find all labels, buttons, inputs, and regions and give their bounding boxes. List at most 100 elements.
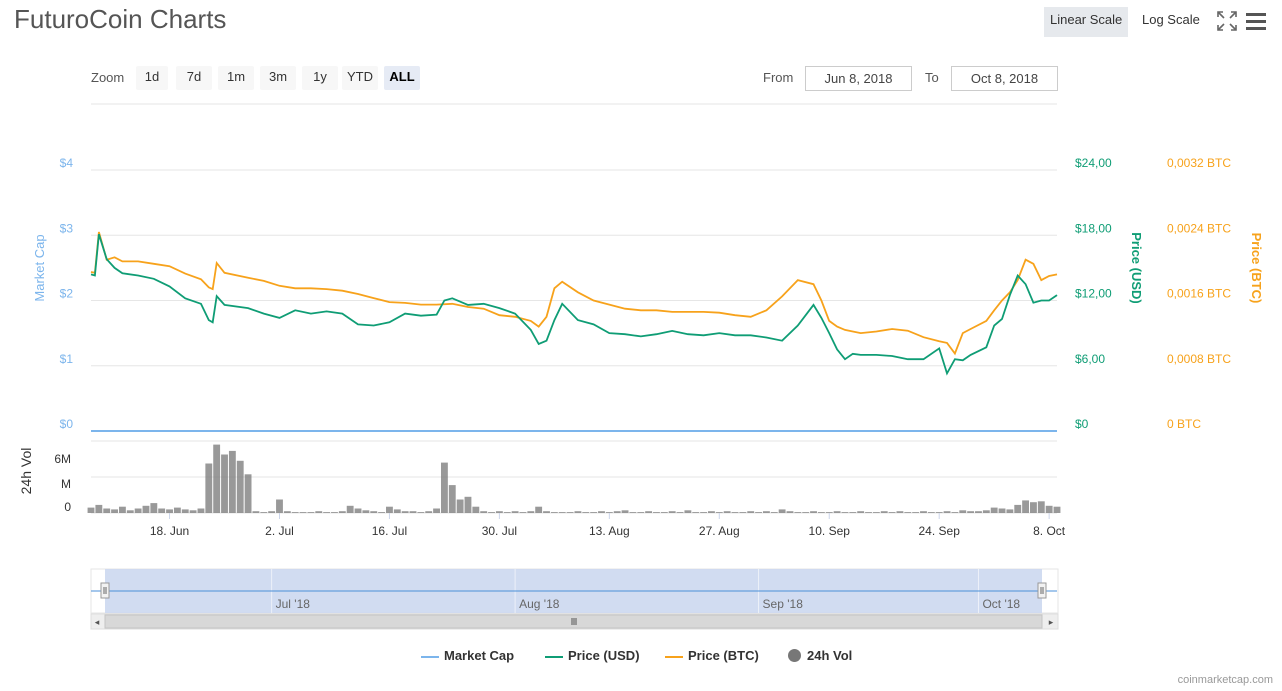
- navigator: Jul '18 Aug '18 Sep '18 Oct '18 ◂ ▸: [90, 568, 1059, 630]
- volume-bar: [535, 506, 543, 513]
- to-date-input[interactable]: Oct 8, 2018: [951, 66, 1058, 91]
- x-tick-label: 30. Jul: [482, 524, 517, 538]
- volume-bar: [503, 512, 511, 513]
- fullscreen-icon[interactable]: [1216, 10, 1238, 32]
- volume-bar: [456, 499, 464, 513]
- volume-bar: [692, 512, 700, 513]
- volume-bar: [228, 450, 236, 513]
- credit-link[interactable]: coinmarketcap.com: [1177, 674, 1273, 686]
- volume-tick-label: 0: [64, 500, 71, 514]
- x-tick-label: 24. Sep: [919, 524, 961, 538]
- volume-bar: [982, 510, 990, 513]
- zoom-all-button[interactable]: ALL: [384, 66, 420, 90]
- volume-bar: [283, 511, 291, 513]
- volume-bar: [786, 511, 794, 513]
- volume-bar: [825, 512, 833, 513]
- zoom-7d-button[interactable]: 7d: [176, 66, 212, 90]
- volume-bar: [739, 512, 747, 513]
- to-label: To: [925, 70, 939, 85]
- x-tick-label: 18. Jun: [150, 524, 189, 538]
- volume-bar: [95, 504, 103, 513]
- volume-bar: [323, 512, 331, 513]
- price-usd-axis: $0 $6,00 $12,00 $18,00 $24,00: [1075, 156, 1112, 431]
- volume-bar: [574, 511, 582, 513]
- volume-bar: [857, 511, 865, 513]
- volume-bar: [888, 512, 896, 513]
- legend-price-usd[interactable]: Price (USD): [545, 648, 640, 663]
- price-btc-axis-title: Price (BTC): [1249, 233, 1264, 304]
- volume-bar: [433, 508, 440, 513]
- price-usd-tick-label: $12,00: [1075, 287, 1112, 301]
- volume-bar: [354, 508, 362, 513]
- zoom-1m-button[interactable]: 1m: [218, 66, 254, 90]
- volume-bar: [213, 444, 221, 513]
- volume-bar: [417, 512, 425, 513]
- price-usd-tick-label: $18,00: [1075, 221, 1112, 235]
- volume-bar: [378, 512, 386, 513]
- volume-bar: [598, 511, 605, 513]
- volume-bar: [299, 512, 307, 513]
- volume-bar: [307, 512, 315, 513]
- volume-bar: [550, 512, 558, 513]
- volume-bar: [111, 509, 118, 513]
- volume-tick-label: M: [61, 477, 71, 491]
- volume-bar: [904, 512, 912, 513]
- volume-bar: [331, 512, 338, 513]
- price-btc-axis: 0 BTC 0,0008 BTC 0,0016 BTC 0,0024 BTC 0,003…: [1167, 156, 1231, 431]
- linear-scale-button[interactable]: Linear Scale: [1044, 7, 1129, 37]
- volume-bar: [802, 512, 810, 513]
- volume-bar: [181, 509, 189, 513]
- volume-bar: [1014, 504, 1022, 513]
- volume-bar: [653, 512, 660, 513]
- volume-bar: [880, 511, 888, 513]
- volume-bar: [519, 512, 527, 513]
- volume-bar: [142, 505, 150, 513]
- legend-circle-icon: [788, 649, 801, 662]
- volume-bar: [810, 511, 817, 513]
- legend-line-icon: [665, 655, 683, 658]
- volume-bar: [833, 511, 841, 513]
- log-scale-button[interactable]: Log Scale: [1142, 12, 1200, 27]
- scrollbar-grip-icon: [571, 618, 577, 625]
- volume-bar: [393, 509, 401, 513]
- from-label: From: [763, 70, 794, 85]
- volume-bar: [629, 512, 637, 513]
- market-cap-tick-label: $2: [60, 287, 74, 301]
- volume-bar: [346, 505, 354, 513]
- volume-bar: [1045, 505, 1053, 513]
- price-btc-tick-label: 0,0016 BTC: [1167, 287, 1231, 301]
- volume-bar: [1030, 502, 1037, 513]
- volume-bar: [817, 512, 825, 513]
- volume-bar: [166, 509, 173, 513]
- volume-axis-title: 24h Vol: [18, 448, 34, 495]
- volume-bar: [927, 512, 935, 513]
- volume-bar: [975, 511, 982, 513]
- volume-bar: [268, 511, 276, 513]
- volume-bar: [173, 507, 181, 513]
- volume-bar: [731, 512, 739, 513]
- hamburger-menu-icon[interactable]: [1245, 10, 1267, 32]
- volume-bar: [621, 510, 629, 513]
- navigator-label: Jul '18: [276, 597, 311, 611]
- volume-bar: [386, 506, 393, 513]
- x-tick-label: 10. Sep: [809, 524, 851, 538]
- legend-price-btc[interactable]: Price (BTC): [665, 648, 759, 663]
- legend-24h-vol[interactable]: 24h Vol: [788, 648, 852, 663]
- volume-bar: [778, 509, 786, 513]
- zoom-1d-button[interactable]: 1d: [136, 66, 168, 90]
- volume-bar: [676, 512, 684, 513]
- volume-bar: [291, 512, 299, 513]
- legend-market-cap[interactable]: Market Cap: [421, 648, 514, 663]
- x-tick-label: 8. Oct: [1033, 524, 1066, 538]
- from-date-input[interactable]: Jun 8, 2018: [805, 66, 912, 91]
- navigator-scrollbar-track: [90, 613, 1059, 630]
- volume-bar: [951, 512, 959, 513]
- navigator-handle-left: [100, 582, 110, 599]
- market-cap-tick-label: $0: [60, 417, 74, 431]
- volume-bar: [338, 511, 346, 513]
- zoom-1y-button[interactable]: 1y: [302, 66, 338, 90]
- zoom-3m-button[interactable]: 3m: [260, 66, 296, 90]
- price-btc-line: [90, 231, 1058, 356]
- zoom-ytd-button[interactable]: YTD: [342, 66, 378, 90]
- volume-bar: [252, 511, 260, 513]
